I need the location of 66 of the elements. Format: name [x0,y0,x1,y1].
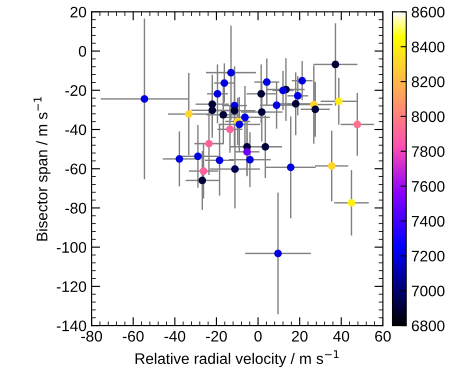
point [348,199,356,207]
point [241,114,249,122]
color-bar-label: 6800 [412,320,444,332]
x-tick-label: 60 [375,330,391,342]
point [262,78,271,86]
point [328,162,336,170]
y-tick-label: -120 [56,281,86,292]
y-tick-label: -20 [65,85,86,96]
color-bar-label: 7800 [412,146,444,157]
y-tick-label: -100 [56,242,86,253]
point [198,176,206,184]
point [353,120,362,128]
point [286,164,295,172]
point [272,101,280,109]
point [332,60,340,68]
x-tick-label: 40 [333,330,350,342]
point [200,167,208,175]
color-bar-label: 8000 [412,111,444,122]
point [208,106,216,114]
color-bar-label: 8400 [412,42,444,52]
point [334,97,343,106]
color-bar-label: 8600 [412,6,444,18]
x-axis-title: Relative radial velocity / m s$^{−1}$ [136,350,339,368]
point [176,155,184,163]
point [274,250,282,258]
point [243,148,251,156]
y-tick-label: 0 [78,46,86,57]
color-bar-label: 7600 [412,181,444,192]
x-tick-label: -20 [206,330,227,342]
y-tick-label: -140 [56,320,86,332]
point [194,152,202,160]
color-bar-label: 7000 [412,286,444,296]
point [227,68,235,76]
point [262,142,270,151]
point [220,79,228,87]
x-tick-label: 20 [292,330,308,342]
color-bar-label: 7400 [412,216,444,227]
point [231,165,239,173]
point [294,92,302,100]
point [205,140,213,148]
color-bar-label: 8200 [412,76,444,88]
point [226,126,234,134]
y-axis-title: Bisector span / m s$^{−1}$ [34,97,50,241]
point [220,110,228,119]
point [279,86,287,94]
point [298,76,306,84]
x-tick-label: -80 [81,330,102,342]
point [236,120,244,128]
y-tick-label: 20 [70,6,86,18]
y-tick-label: -40 [65,124,86,136]
point [311,106,320,114]
x-tick-label: -40 [164,330,186,342]
point [214,90,222,98]
point [184,110,193,118]
point [230,106,238,114]
point [258,108,266,116]
point [246,156,254,164]
x-tick-label: -60 [122,330,144,342]
point [257,90,265,98]
x-tick-label: 0 [254,330,262,342]
point [292,100,300,108]
color-bar-label: 7200 [412,250,444,262]
y-tick-label: -60 [65,164,86,174]
point [216,156,224,164]
y-tick-label: -80 [65,202,86,214]
point [140,95,148,103]
